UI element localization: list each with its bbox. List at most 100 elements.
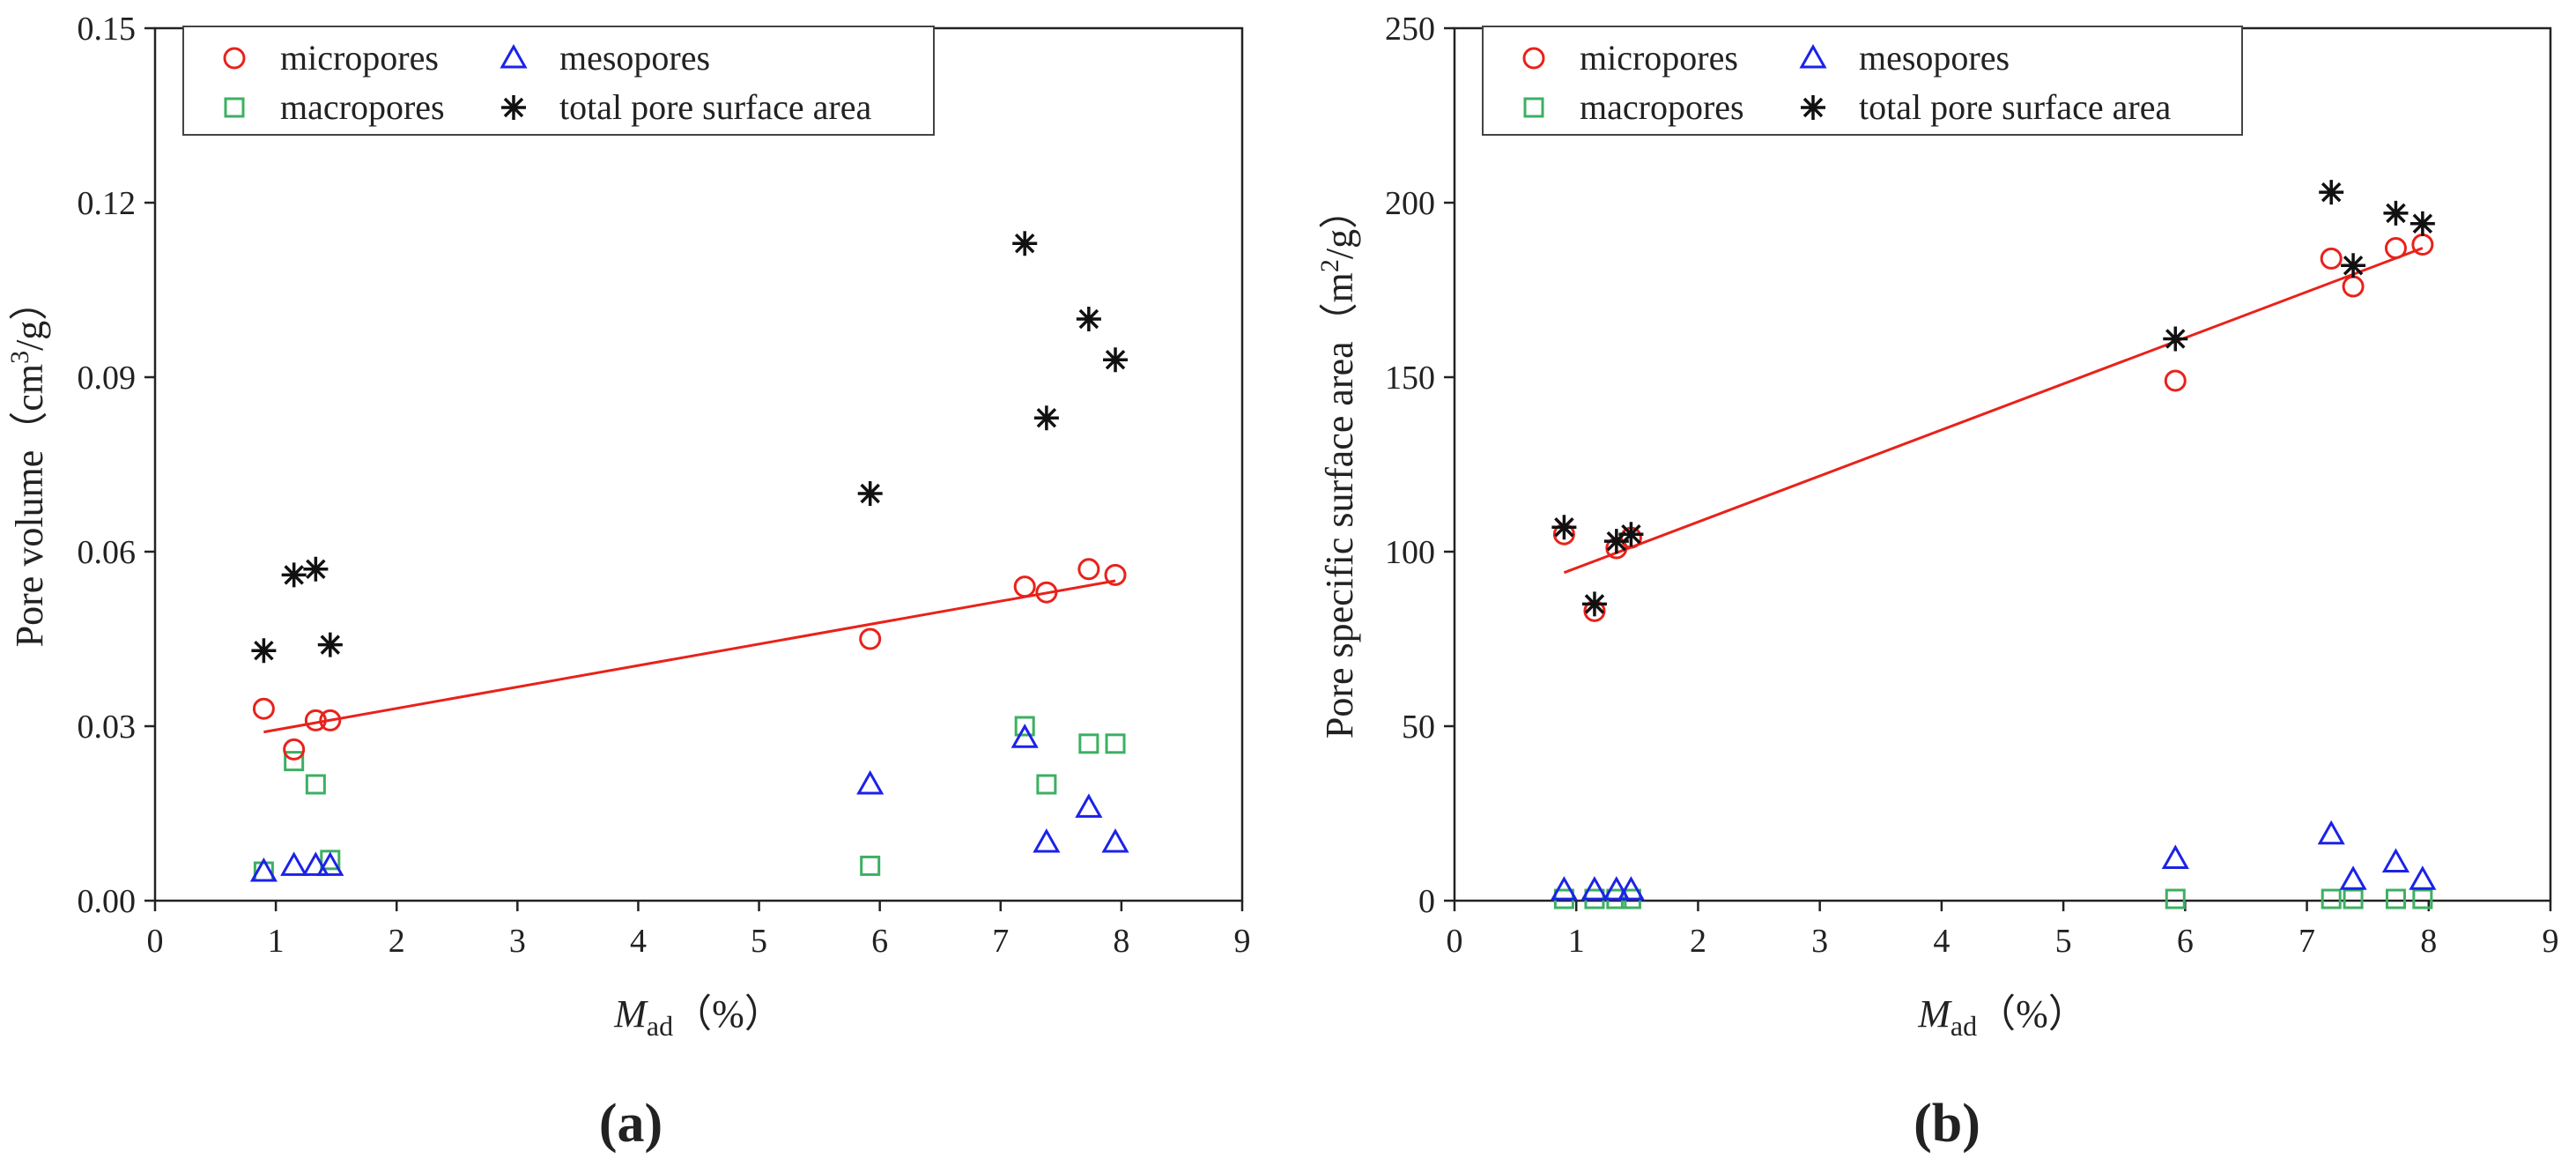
y-axis-title: Pore volume（cm3/g） (5, 282, 51, 648)
legend-label-macropores: macropores (280, 87, 445, 127)
y-tick-label: 0.06 (78, 534, 137, 571)
mesopores-point (280, 851, 308, 876)
total-pore-surface-area-point (1618, 522, 1644, 547)
micropores-point (1104, 563, 1127, 586)
legend-box (1482, 26, 2243, 136)
macropores-point (1105, 733, 1126, 754)
legend: micropores mesopores macropores total pore … (1482, 26, 2243, 136)
macropores-point (860, 855, 881, 876)
mesopores-point (1033, 828, 1061, 853)
panel-label: (a) (599, 1094, 663, 1154)
total-pore-surface-area-point (2383, 200, 2409, 226)
macropores-point (2385, 888, 2406, 909)
mesopores-point (1617, 876, 1645, 901)
legend-label-micropores: micropores (280, 38, 439, 78)
mesopores-point (1550, 876, 1578, 901)
total-pore-surface-area-point (317, 632, 343, 657)
y-tick-label: 50 (1402, 709, 1435, 746)
y-axis-title: Pore specific surface area（m2/g） (1315, 190, 1361, 739)
panel-label: (b) (1913, 1094, 1980, 1154)
x-tick-label: 0 (147, 923, 164, 960)
total-pore-surface-area-point (2163, 326, 2188, 352)
total-pore-surface-area-point (281, 562, 307, 588)
mesopores-point (2409, 865, 2437, 890)
legend-marker-macropores (1523, 97, 1544, 118)
x-tick-label: 0 (1447, 923, 1463, 960)
total-pore-surface-area-point (1603, 529, 1629, 554)
mesopores-point (1010, 724, 1039, 748)
legend-label-micropores: micropores (1580, 38, 1738, 78)
total-pore-surface-area-point (2409, 211, 2435, 236)
y-tick-label: 0.03 (78, 709, 137, 746)
micropores-point (2342, 275, 2365, 298)
x-tick-label: 9 (2543, 923, 2559, 960)
x-tick-label: 4 (1933, 923, 1950, 960)
micropores-point (1035, 581, 1058, 604)
mesopores-point (1075, 793, 1103, 818)
x-tick-label: 2 (389, 923, 405, 960)
micropores-point (2384, 236, 2407, 259)
x-tick-label: 3 (1811, 923, 1828, 960)
x-tick-label: 9 (1234, 923, 1251, 960)
chart-panel-b: 0 1 2 3 4 5 6 7 8 9 0 50 100 150 200 250 Pore specific s… (1315, 11, 2559, 1154)
legend-label-macropores: macropores (1580, 87, 1744, 127)
plot-frame (1453, 26, 2552, 902)
y-tick-label: 0.09 (78, 360, 137, 397)
series-total-pore-surface-area (1551, 180, 2435, 617)
mesopores-point (316, 851, 344, 876)
legend-label-mesopores: mesopores (1859, 38, 2010, 78)
total-pore-surface-area-point (1076, 307, 1101, 331)
x-tick-label: 3 (509, 923, 526, 960)
legend-marker-macropores (224, 97, 245, 118)
legend-box (182, 26, 935, 136)
total-pore-surface-area-point (251, 638, 277, 664)
macropores-point (2343, 888, 2364, 909)
micropores-point (1013, 575, 1036, 598)
legend-marker-total-pore-surface-area (501, 95, 526, 120)
series-mesopores (249, 724, 1129, 882)
x-tick-label: 5 (2055, 923, 2072, 960)
series-total-pore-surface-area (251, 231, 1129, 664)
chart-panel-a: 0 1 2 3 4 5 6 7 8 9 0.00 0.03 0.06 0.09 0.12 0.15 Pore v… (5, 11, 1251, 1154)
x-tick-label: 7 (992, 923, 1009, 960)
fit-line (263, 579, 1116, 734)
mesopores-point (301, 851, 329, 876)
x-tick-label: 6 (871, 923, 888, 960)
y-tick-label: 0.12 (78, 185, 137, 222)
mesopores-point (1101, 828, 1129, 853)
series-macropores (253, 716, 1126, 882)
legend-label-total-pore-surface-area: total pore surface area (559, 87, 871, 127)
micropores-point (2164, 369, 2187, 392)
micropores-point (859, 627, 882, 650)
legend-label-total-pore-surface-area: total pore surface area (1859, 87, 2171, 127)
legend-marker-micropores (1522, 47, 1545, 70)
total-pore-surface-area-point (2341, 253, 2366, 278)
mesopores-point (2161, 844, 2189, 869)
mesopores-point (1603, 876, 1631, 901)
fit-line (1563, 247, 2424, 575)
micropores-point (283, 738, 306, 761)
y-tick-label: 250 (1385, 11, 1435, 48)
micropores-point (319, 709, 342, 731)
micropores-point (304, 709, 327, 731)
series-micropores (1552, 234, 2434, 622)
y-tick-label: 200 (1385, 185, 1435, 222)
total-pore-surface-area-point (1551, 515, 1577, 540)
legend-marker-mesopores (1799, 43, 1827, 69)
macropores-point (2412, 888, 2433, 909)
series-mesopores (1550, 820, 2437, 901)
legend-marker-total-pore-surface-area (1801, 95, 1825, 120)
micropores-point (1077, 558, 1100, 581)
x-axis-title: Mad（%） (613, 992, 783, 1042)
x-tick-label: 8 (2420, 923, 2437, 960)
total-pore-surface-area-point (1033, 405, 1059, 431)
micropores-point (2411, 234, 2434, 256)
mesopores-point (249, 857, 278, 882)
x-tick-label: 4 (630, 923, 647, 960)
total-pore-surface-area-point (1012, 231, 1038, 256)
micropores-point (252, 697, 275, 720)
total-pore-surface-area-point (303, 556, 329, 582)
legend-marker-micropores (223, 47, 246, 70)
y-tick-label: 0.00 (78, 883, 137, 920)
